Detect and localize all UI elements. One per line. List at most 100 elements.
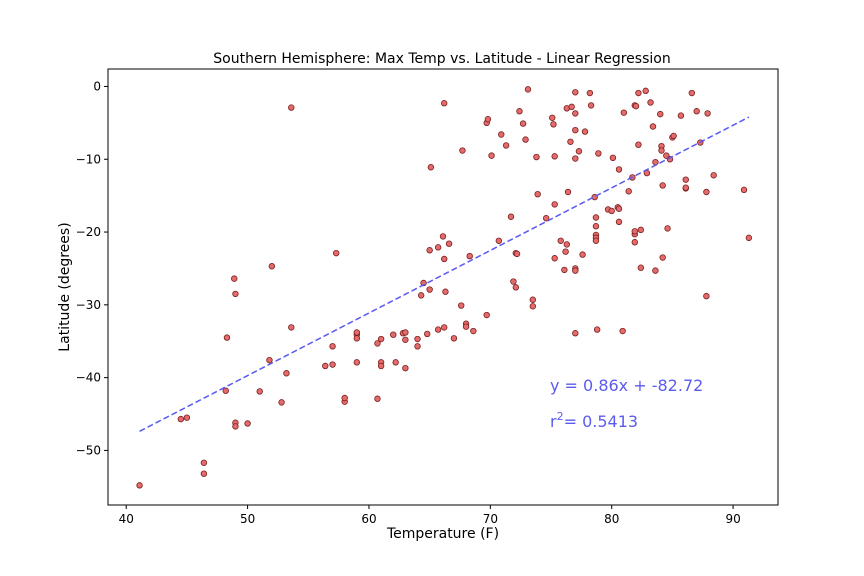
data-point: [200, 459, 208, 466]
data-point: [615, 166, 623, 173]
data-point: [244, 420, 251, 427]
data-point: [377, 335, 385, 343]
data-point: [332, 249, 340, 257]
data-point: [657, 110, 664, 118]
data-point: [177, 415, 185, 423]
data-point: [587, 102, 595, 109]
regression-line: [139, 116, 750, 432]
data-point: [483, 311, 490, 319]
data-point: [551, 153, 558, 160]
data-point: [442, 288, 449, 295]
data-point: [682, 176, 689, 183]
data-point: [575, 148, 583, 155]
data-point: [658, 147, 665, 154]
data-point: [288, 324, 295, 331]
data-point: [232, 423, 239, 430]
data-point: [402, 336, 409, 343]
data-point: [231, 275, 238, 282]
data-point: [402, 329, 409, 336]
data-point: [374, 395, 381, 402]
data-point: [417, 292, 425, 299]
r-squared-value: = 0.5413: [564, 412, 638, 431]
data-point: [434, 244, 442, 251]
data-point: [329, 361, 336, 368]
y-tick-label: −40: [76, 371, 101, 385]
regression-equation: y = 0.86x + -82.72: [550, 376, 703, 395]
data-point: [498, 131, 505, 138]
data-point: [677, 112, 685, 119]
data-point: [592, 237, 600, 244]
data-point: [549, 114, 556, 121]
data-point: [183, 414, 191, 421]
data-point: [615, 205, 623, 212]
data-point: [620, 109, 628, 116]
data-point: [659, 254, 666, 261]
data-point: [392, 359, 399, 366]
y-tick-label: −30: [76, 298, 101, 312]
x-tick-label: 60: [361, 512, 376, 526]
x-tick-label: 40: [119, 512, 134, 526]
data-point: [637, 226, 645, 234]
x-tick-label: 80: [604, 512, 619, 526]
data-point: [637, 264, 645, 271]
data-point: [631, 228, 638, 235]
data-point: [632, 102, 640, 110]
data-point: [278, 399, 285, 406]
data-point: [572, 155, 579, 162]
data-point: [441, 100, 448, 107]
data-point: [458, 302, 465, 309]
data-point: [426, 247, 433, 254]
plot-frame: [107, 68, 779, 506]
data-point: [551, 255, 558, 262]
data-point: [529, 303, 537, 310]
data-point: [534, 190, 541, 198]
data-point: [568, 103, 575, 111]
data-point: [450, 335, 458, 342]
data-point: [649, 123, 657, 130]
data-point: [619, 327, 626, 335]
data-point: [470, 327, 477, 335]
data-point: [542, 215, 550, 222]
data-point: [402, 364, 409, 372]
data-point: [445, 240, 453, 247]
data-point: [572, 126, 579, 134]
x-axis-ticks: 40 50 60 70 80 90: [119, 505, 741, 526]
data-point: [592, 223, 600, 230]
data-point: [533, 153, 540, 161]
data-point: [495, 237, 503, 244]
y-axis-ticks: 0 −10 −20 −30 −40 −50: [76, 79, 108, 457]
data-point: [631, 239, 638, 246]
data-point: [519, 120, 527, 127]
y-tick-label: −10: [76, 152, 101, 166]
data-point: [266, 356, 273, 364]
data-point: [459, 147, 466, 154]
data-point: [512, 284, 520, 291]
data-point: [572, 110, 579, 117]
data-point: [635, 89, 642, 97]
data-point: [374, 340, 381, 347]
data-point: [510, 278, 517, 285]
data-point: [567, 138, 574, 145]
data-point: [268, 263, 276, 270]
data-point: [200, 470, 208, 477]
data-point: [581, 128, 589, 135]
data-point: [682, 184, 689, 191]
data-point: [232, 290, 239, 298]
data-point: [572, 267, 579, 274]
data-point: [642, 87, 649, 95]
data-point: [563, 241, 570, 248]
data-point: [426, 286, 433, 293]
data-point: [550, 121, 557, 128]
data-point: [502, 142, 510, 149]
data-point: [283, 370, 290, 377]
data-point: [377, 362, 385, 370]
r-squared-annotation: r2= 0.5413: [550, 410, 638, 431]
data-point: [420, 279, 427, 287]
data-point: [652, 158, 659, 166]
data-point: [593, 326, 601, 333]
data-point: [635, 141, 642, 148]
data-point: [652, 267, 659, 274]
data-point: [322, 362, 329, 370]
data-point: [670, 132, 677, 140]
